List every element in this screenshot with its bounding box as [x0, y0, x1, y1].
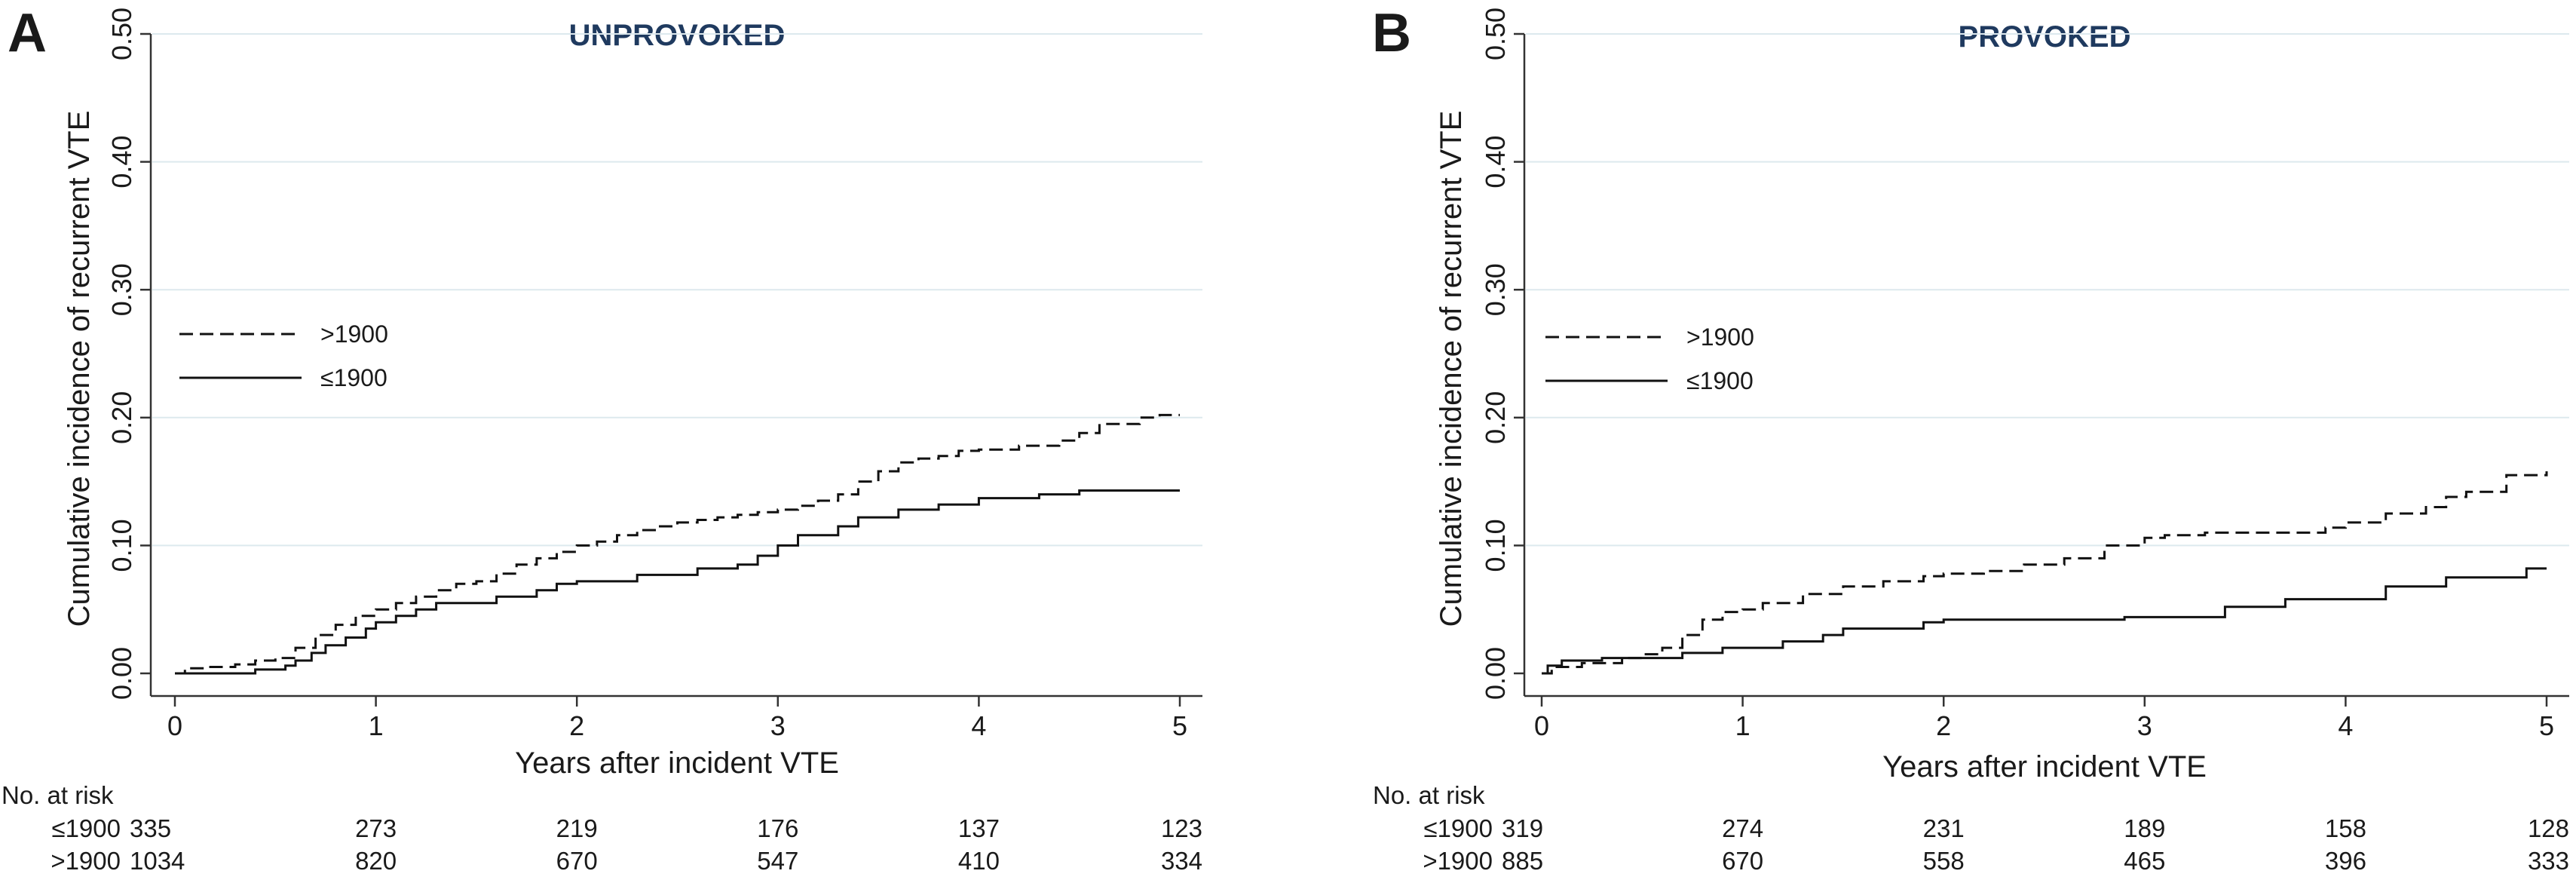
legend-label: ≤1900	[1686, 367, 1754, 394]
risk-value: 273	[355, 814, 397, 842]
x-tick-label: 2	[1936, 710, 1951, 741]
legend-label: >1900	[1686, 323, 1754, 351]
risk-value: 335	[130, 814, 171, 842]
risk-value: 189	[2124, 814, 2165, 842]
risk-value: 885	[1502, 847, 1543, 875]
y-tick-label: 0.30	[106, 263, 137, 316]
y-tick-label: 0.30	[1480, 263, 1511, 316]
risk-table-heading: No. at risk	[1373, 781, 1485, 809]
panel-letter: B	[1372, 3, 1411, 63]
y-axis-title: Cumulative incidence of recurrent VTE	[63, 111, 96, 627]
risk-value: 334	[1161, 847, 1202, 875]
risk-value: 670	[1722, 847, 1763, 875]
risk-value: 333	[2528, 847, 2569, 875]
y-tick-label: 0.40	[106, 136, 137, 189]
risk-value: 547	[757, 847, 798, 875]
x-axis-title: Years after incident VTE	[515, 747, 839, 780]
risk-value: 231	[1923, 814, 1965, 842]
y-axis-title: Cumulative incidence of recurrent VTE	[1435, 111, 1468, 627]
y-tick-label: 0.50	[1480, 8, 1511, 60]
x-tick-label: 1	[1735, 710, 1751, 741]
risk-value: 137	[958, 814, 1000, 842]
risk-value: 176	[757, 814, 798, 842]
risk-value: 670	[556, 847, 598, 875]
risk-value: 410	[958, 847, 1000, 875]
panel-title: PROVOKED	[1959, 20, 2131, 54]
series-line-le1900	[175, 489, 1180, 675]
risk-row-label: ≤1900	[1423, 814, 1493, 842]
risk-value: 465	[2124, 847, 2165, 875]
risk-value: 558	[1923, 847, 1965, 875]
x-tick-label: 3	[2137, 710, 2152, 741]
y-tick-label: 0.10	[106, 519, 137, 572]
x-tick-label: 5	[2539, 710, 2554, 741]
risk-value: 319	[1502, 814, 1543, 842]
series-line-le1900	[1542, 567, 2547, 675]
y-tick-label: 0.10	[1480, 519, 1511, 572]
panel-title: UNPROVOKED	[569, 19, 786, 52]
x-tick-label: 5	[1172, 710, 1187, 741]
risk-value: 820	[355, 847, 397, 875]
risk-table-heading: No. at risk	[2, 781, 114, 809]
y-tick-label: 0.20	[106, 391, 137, 444]
x-axis-title: Years after incident VTE	[1882, 750, 2207, 783]
x-tick-label: 0	[167, 710, 182, 741]
x-tick-label: 2	[569, 710, 584, 741]
x-tick-label: 1	[369, 710, 384, 741]
y-tick-label: 0.20	[1480, 391, 1511, 444]
x-tick-label: 3	[770, 710, 786, 741]
x-tick-label: 0	[1534, 710, 1549, 741]
risk-value: 128	[2528, 814, 2569, 842]
risk-value: 158	[2325, 814, 2366, 842]
risk-value: 1034	[130, 847, 185, 875]
series-line-gt1900	[1542, 471, 2548, 675]
panel-b: B PROVOKED 0.00 0.10 0.20 0.30 0.40 0.50 0 1 2 3 4 5 C…	[1372, 3, 2569, 875]
risk-value: 123	[1161, 814, 1202, 842]
y-tick-label: 0.40	[1480, 136, 1511, 189]
risk-value: 274	[1722, 814, 1763, 842]
legend-label: ≤1900	[320, 364, 387, 391]
risk-value: 396	[2325, 847, 2366, 875]
panel-letter: A	[8, 3, 47, 63]
risk-row-label: >1900	[51, 847, 121, 875]
x-tick-label: 4	[2338, 710, 2353, 741]
risk-row-label: ≤1900	[51, 814, 121, 842]
y-tick-label: 0.00	[106, 647, 137, 700]
y-tick-label: 0.50	[106, 8, 137, 60]
x-tick-label: 4	[971, 710, 986, 741]
y-tick-label: 0.00	[1480, 647, 1511, 700]
risk-row-label: >1900	[1423, 847, 1493, 875]
risk-value: 219	[556, 814, 598, 842]
legend-label: >1900	[320, 320, 388, 348]
series-line-gt1900	[175, 413, 1180, 675]
